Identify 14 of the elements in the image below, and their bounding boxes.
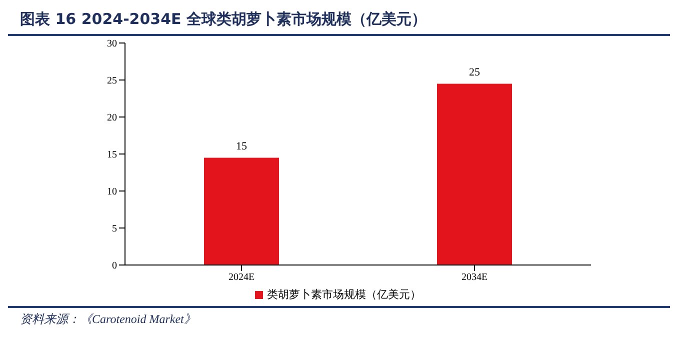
- data-label: 25: [469, 66, 480, 79]
- chart-title: 图表 16 2024-2034E 全球类胡萝卜素市场规模（亿美元）: [20, 10, 427, 29]
- y-tick-label: 5: [112, 224, 117, 235]
- y-tick-label: 15: [107, 150, 117, 161]
- y-tick-label: 25: [107, 76, 117, 87]
- x-tick-label: 2034E: [461, 272, 488, 284]
- y-tick-label: 10: [107, 186, 117, 198]
- legend-label: 类胡萝卜素市场规模（亿美元）: [267, 288, 421, 301]
- y-tick-label: 30: [107, 38, 117, 50]
- text: 资料来源：《Carotenoid Market》: [20, 311, 196, 328]
- y-tick-label: 0: [112, 260, 117, 272]
- x-tick-label: 2024E: [228, 272, 255, 284]
- data-label: 15: [236, 140, 248, 153]
- y-tick-label: 20: [107, 112, 117, 124]
